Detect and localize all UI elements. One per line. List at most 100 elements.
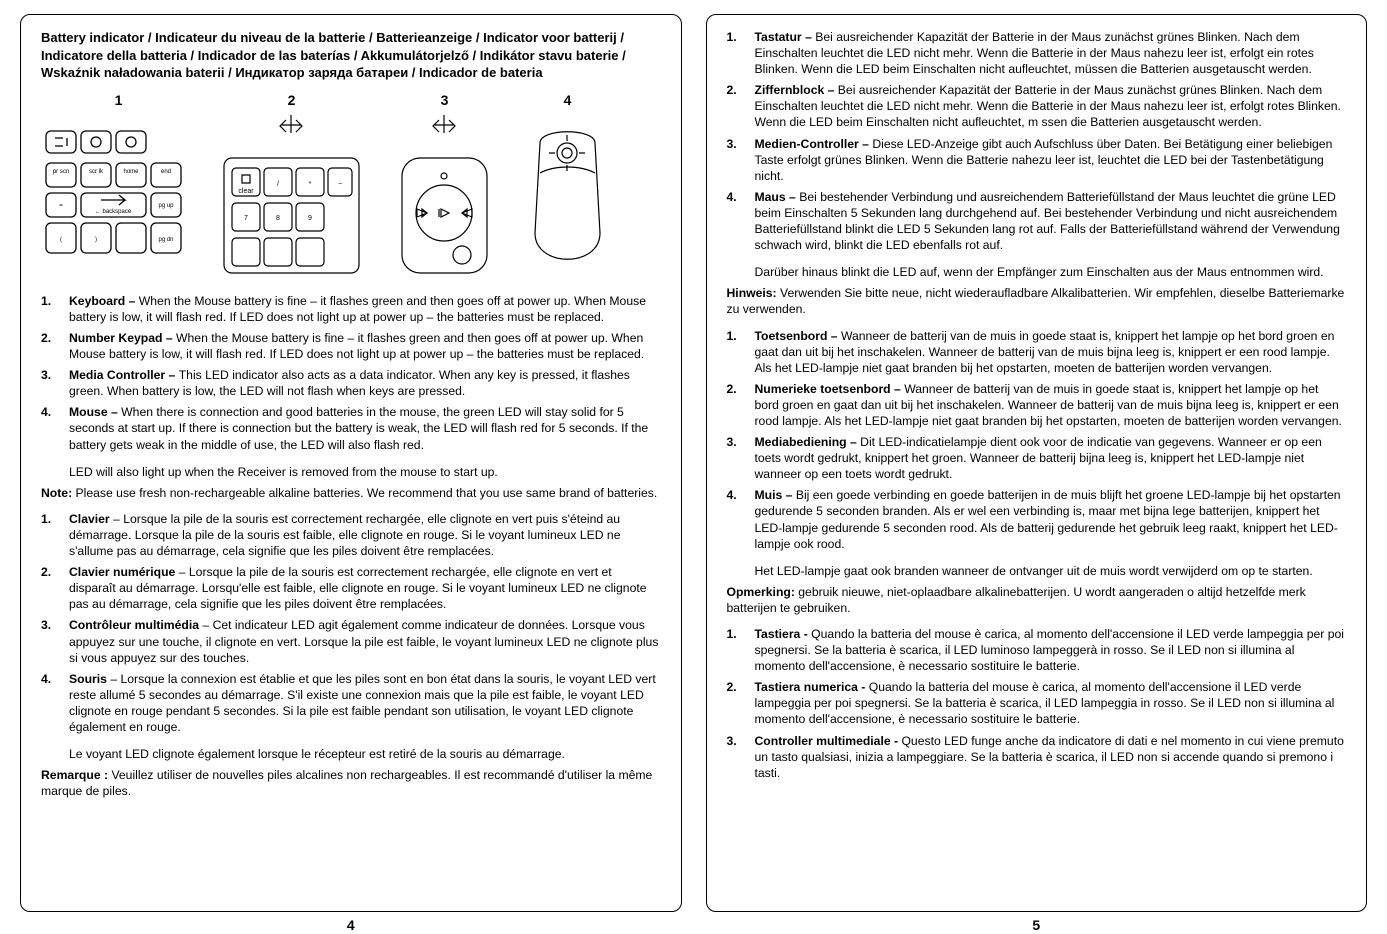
item-title: Clavier numérique: [69, 565, 175, 579]
svg-text:home: home: [123, 169, 139, 175]
item-body: Bei ausreichender Kapazität der Batterie…: [755, 30, 1314, 76]
svg-text:−: −: [338, 181, 342, 188]
list-item: Media Controller – This LED indicator al…: [41, 367, 661, 399]
svg-text:pg dn: pg dn: [158, 237, 173, 243]
svg-text:7: 7: [244, 215, 248, 222]
diagram-media: 3: [387, 91, 502, 283]
item-body: When there is connection and good batter…: [69, 405, 648, 451]
item-title: Muis –: [755, 488, 796, 502]
item-title: Media Controller –: [69, 368, 179, 382]
list-item: Medien-Controller – Diese LED-Anzeige gi…: [727, 136, 1347, 184]
item-body: Quando la batteria del mouse è carica, a…: [755, 627, 1344, 673]
diagram-label-2: 2: [288, 91, 296, 109]
item-title: Mediabediening –: [755, 435, 861, 449]
svg-text:9: 9: [308, 215, 312, 222]
list-item: Tastatur – Bei ausreichender Kapazität d…: [727, 29, 1347, 77]
list-item: Toetsenbord – Wanneer de batterij van de…: [727, 328, 1347, 376]
item-title: Mouse –: [69, 405, 121, 419]
item-title: Controller multimediale -: [755, 734, 902, 748]
german-note: Hinweis: Verwenden Sie bitte neue, nicht…: [727, 285, 1347, 317]
french-note: Remarque : Veuillez utiliser de nouvelle…: [41, 767, 661, 799]
svg-text:): ): [95, 237, 97, 243]
item-title: Keyboard –: [69, 294, 139, 308]
note-body: gebruik nieuwe, niet-oplaadbare alkaline…: [727, 585, 1306, 615]
list-item: Mediabediening – Dit LED-indicatielampje…: [727, 434, 1347, 482]
item-title: Ziffernblock –: [755, 83, 838, 97]
english-list: Keyboard – When the Mouse battery is fin…: [41, 293, 661, 458]
page-number-left: 4: [347, 916, 355, 934]
list-item: Clavier – Lorsque la pile de la souris e…: [41, 511, 661, 559]
diagram-label-4: 4: [564, 91, 572, 109]
svg-text:end: end: [161, 169, 171, 175]
list-item: Clavier numérique – Lorsque la pile de l…: [41, 564, 661, 612]
dutch-list: Toetsenbord – Wanneer de batterij van de…: [727, 328, 1347, 557]
list-item: Numerieke toetsenbord – Wanneer de batte…: [727, 381, 1347, 429]
note-label: Note:: [41, 486, 76, 500]
svg-text:*: *: [309, 181, 312, 188]
english-extra: LED will also light up when the Receiver…: [41, 464, 661, 480]
german-list: Tastatur – Bei ausreichender Kapazität d…: [727, 29, 1347, 258]
svg-text:(: (: [60, 237, 62, 243]
list-item: Contrôleur multimédia – Cet indicateur L…: [41, 617, 661, 665]
item-body: – Lorsque la pile de la souris est corre…: [69, 512, 620, 558]
list-item: Souris – Lorsque la connexion est établi…: [41, 671, 661, 735]
german-extra: Darüber hinaus blinkt die LED auf, wenn …: [727, 264, 1347, 280]
note-label: Opmerking:: [727, 585, 799, 599]
french-extra: Le voyant LED clignote également lorsque…: [41, 746, 661, 762]
note-body: Veuillez utiliser de nouvelles piles alc…: [41, 768, 652, 798]
item-title: Contrôleur multimédia: [69, 618, 199, 632]
item-title: Tastiera numerica -: [755, 680, 869, 694]
item-title: Number Keypad –: [69, 331, 176, 345]
item-title: Numerieke toetsenbord –: [755, 382, 905, 396]
list-item: Ziffernblock – Bei ausreichender Kapazit…: [727, 82, 1347, 130]
item-title: Maus –: [755, 190, 800, 204]
list-item: Keyboard – When the Mouse battery is fin…: [41, 293, 661, 325]
svg-text:clear: clear: [238, 188, 254, 195]
svg-text:/: /: [277, 181, 279, 188]
media-controller-icon: [387, 113, 502, 283]
french-list: Clavier – Lorsque la pile de la souris e…: [41, 511, 661, 740]
svg-text:=: =: [59, 203, 63, 209]
note-label: Remarque :: [41, 768, 111, 782]
page-left: Battery indicator / Indicateur du niveau…: [20, 14, 682, 912]
item-title: Tastatur –: [755, 30, 816, 44]
item-body: Wanneer de batterij van de muis in goede…: [755, 329, 1335, 375]
item-title: Souris: [69, 672, 107, 686]
svg-text:pg up: pg up: [158, 203, 174, 209]
item-body: Bij een goede verbinding en goede batter…: [755, 488, 1341, 550]
diagram-keyboard: 1: [41, 91, 196, 283]
list-item: Tastiera numerica - Quando la batteria d…: [727, 679, 1347, 727]
list-item: Muis – Bij een goede verbinding en goede…: [727, 487, 1347, 551]
svg-text:← backspace: ← backspace: [95, 209, 132, 215]
item-title: Clavier: [69, 512, 110, 526]
page-right: Tastatur – Bei ausreichender Kapazität d…: [706, 14, 1368, 912]
list-item: Maus – Bei bestehender Verbindung und au…: [727, 189, 1347, 253]
note-label: Hinweis:: [727, 286, 781, 300]
dutch-extra: Het LED-lampje gaat ook branden wanneer …: [727, 563, 1347, 579]
english-note: Note: Please use fresh non-rechargeable …: [41, 485, 661, 501]
page-number-right: 5: [1032, 916, 1040, 934]
italian-list: Tastiera - Quando la batteria del mouse …: [727, 626, 1347, 786]
keyboard-icon: pr scnscr lkhomeend =pg up ()pg dn ← bac…: [41, 113, 196, 283]
svg-text:pr scn: pr scn: [53, 169, 69, 175]
list-item: Mouse – When there is connection and goo…: [41, 404, 661, 452]
item-title: Medien-Controller –: [755, 137, 873, 151]
list-item: Number Keypad – When the Mouse battery i…: [41, 330, 661, 362]
item-body: Bei bestehender Verbindung und ausreiche…: [755, 190, 1340, 252]
list-item: Tastiera - Quando la batteria del mouse …: [727, 626, 1347, 674]
item-body: When the Mouse battery is fine – it flas…: [69, 294, 646, 324]
diagram-label-3: 3: [441, 91, 449, 109]
svg-text:8: 8: [276, 215, 280, 222]
diagram-keypad: 2: [214, 91, 369, 283]
list-item: Controller multimediale - Questo LED fun…: [727, 733, 1347, 781]
diagram-mouse: 4: [520, 91, 615, 283]
diagram-label-1: 1: [115, 91, 123, 109]
item-title: Toetsenbord –: [755, 329, 841, 343]
item-body: – Lorsque la connexion est établie et qu…: [69, 672, 656, 734]
keypad-icon: clear / * − 7 8 9: [214, 113, 369, 283]
section-heading: Battery indicator / Indicateur du niveau…: [41, 29, 661, 82]
item-body: Bei ausreichender Kapazität der Batterie…: [755, 83, 1341, 129]
item-title: Tastiera -: [755, 627, 812, 641]
note-body: Verwenden Sie bitte neue, nicht wiederau…: [727, 286, 1345, 316]
dutch-note: Opmerking: gebruik nieuwe, niet-oplaadba…: [727, 584, 1347, 616]
